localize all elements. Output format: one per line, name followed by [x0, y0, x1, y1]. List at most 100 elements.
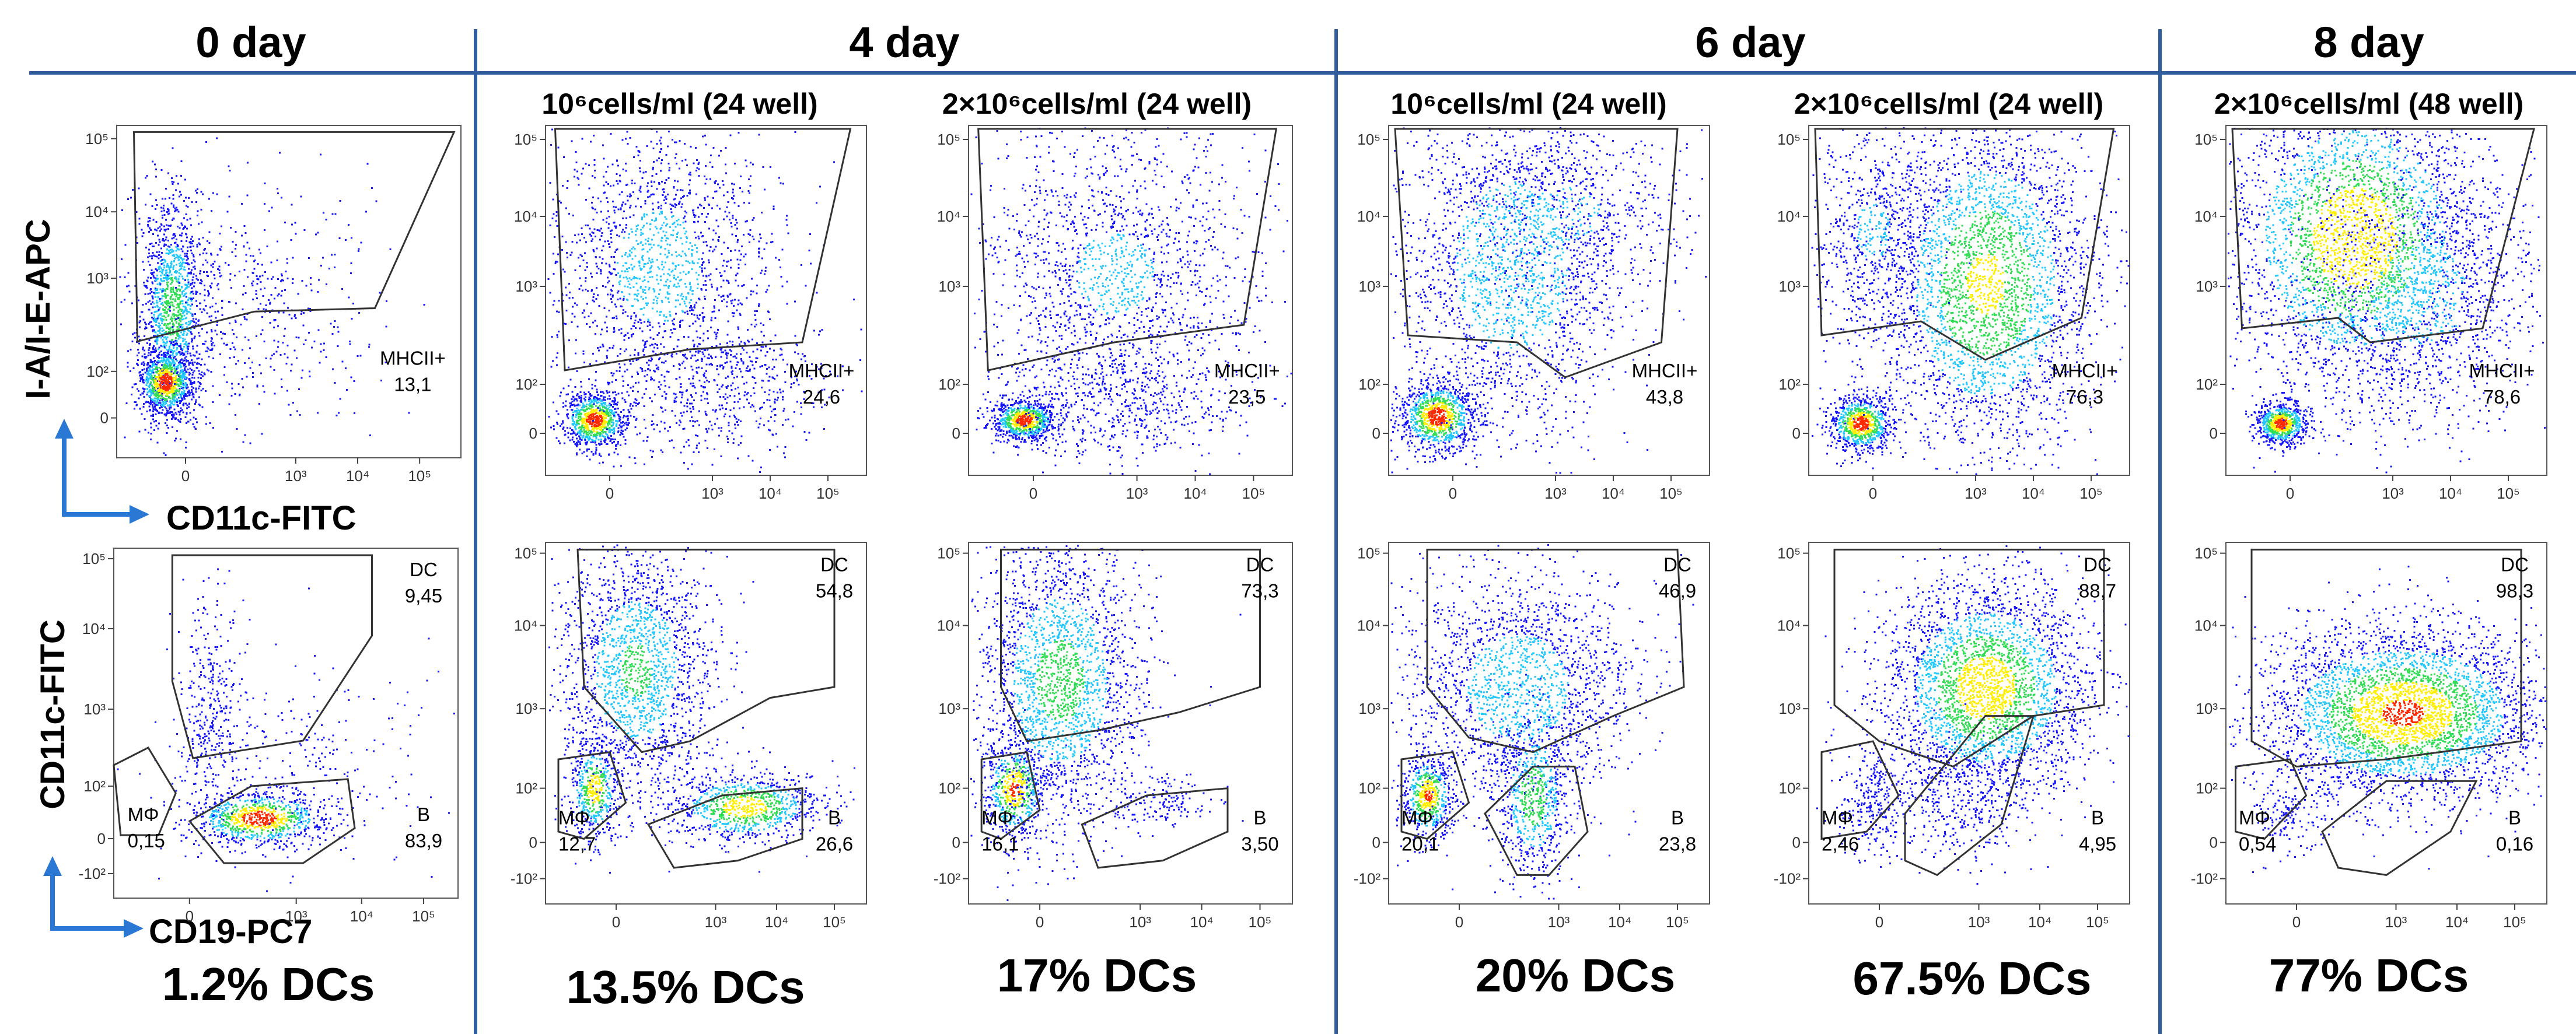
event-dot	[163, 208, 165, 209]
event-dot	[187, 258, 189, 260]
event-dot	[152, 404, 153, 406]
event-dot	[170, 261, 172, 262]
event-dot	[216, 254, 218, 255]
event-dot	[153, 277, 155, 279]
event-dot	[196, 278, 198, 280]
event-dot	[145, 204, 146, 206]
event-dot	[193, 274, 195, 275]
event-dot	[168, 250, 170, 251]
event-dot	[169, 268, 170, 270]
event-dot	[153, 246, 155, 247]
event-dot	[211, 316, 212, 317]
condition-label-8d: 2×10⁶cells/ml (48 well)	[2214, 87, 2523, 120]
event-dot	[166, 432, 167, 434]
event-dot	[211, 371, 212, 373]
event-dot	[177, 419, 179, 421]
event-dot	[200, 364, 202, 366]
event-dot	[155, 413, 156, 415]
event-dot	[199, 335, 201, 337]
event-dot	[201, 191, 202, 193]
event-dot	[149, 243, 151, 245]
event-dot	[148, 349, 149, 351]
event-dot	[166, 349, 168, 350]
event-dot	[186, 310, 188, 312]
event-dot	[170, 225, 172, 226]
bottom-y-arrowhead	[43, 856, 62, 876]
event-dot	[181, 293, 183, 295]
event-dot	[163, 246, 165, 247]
event-dot	[195, 318, 197, 320]
event-dot	[156, 425, 158, 426]
event-dot	[153, 292, 155, 294]
event-dot	[183, 331, 185, 332]
event-dot	[192, 240, 194, 242]
event-dot	[167, 240, 169, 241]
event-dot	[165, 198, 166, 200]
event-dot	[184, 416, 186, 418]
event-dot	[162, 345, 163, 347]
event-dot	[121, 209, 123, 211]
event-dot	[152, 418, 154, 420]
event-dot	[167, 295, 169, 296]
event-dot	[162, 288, 164, 290]
event-dot	[151, 255, 153, 257]
event-dot	[152, 205, 153, 207]
event-dot	[163, 210, 165, 212]
event-dot	[186, 253, 188, 255]
event-dot	[176, 296, 177, 297]
event-dot	[160, 357, 162, 359]
top-y-axis-title: I-A/I-E-APC	[19, 219, 57, 399]
event-dot	[162, 238, 164, 240]
event-dot	[164, 260, 166, 261]
event-dot	[150, 433, 152, 434]
event-dot	[199, 373, 201, 374]
event-dot	[186, 313, 188, 315]
event-dot	[152, 307, 153, 309]
event-dot	[155, 221, 157, 223]
event-dot	[152, 161, 153, 163]
event-dot	[185, 447, 187, 448]
event-dot	[158, 323, 160, 324]
event-dot	[162, 328, 163, 330]
event-dot	[173, 309, 175, 311]
event-dot	[184, 315, 186, 317]
event-dot	[138, 431, 140, 433]
event-dot	[176, 321, 177, 323]
event-dot	[175, 337, 177, 339]
event-dot	[148, 248, 150, 250]
event-dot	[150, 439, 152, 440]
event-dot	[162, 330, 163, 332]
event-dot	[201, 281, 202, 282]
event-dot	[165, 319, 167, 321]
event-dot	[162, 409, 163, 411]
event-dot	[163, 225, 165, 227]
event-dot	[190, 313, 191, 314]
event-dot	[178, 285, 180, 287]
event-dot	[194, 282, 195, 284]
event-dot	[158, 239, 160, 240]
summary-dc-1: 13.5% DCs	[566, 961, 805, 1013]
event-dot	[165, 244, 167, 246]
event-dot	[178, 298, 180, 300]
event-dot	[198, 238, 200, 240]
event-dot	[159, 332, 161, 334]
event-dot	[176, 430, 178, 432]
event-dot	[151, 269, 153, 271]
event-dot	[198, 332, 200, 334]
event-dot	[193, 337, 195, 339]
event-dot	[158, 292, 159, 294]
event-dot	[169, 197, 170, 199]
event-dot	[159, 271, 161, 272]
event-dot	[156, 255, 158, 257]
event-dot	[180, 264, 181, 266]
event-dot	[191, 363, 193, 364]
event-dot	[195, 428, 197, 430]
event-dot	[163, 267, 165, 269]
event-dot	[171, 238, 173, 240]
event-dot	[173, 181, 174, 183]
event-dot	[176, 349, 177, 350]
event-dot	[200, 302, 201, 304]
event-dot	[160, 268, 162, 269]
event-dot	[190, 225, 192, 226]
event-dot	[184, 310, 186, 312]
